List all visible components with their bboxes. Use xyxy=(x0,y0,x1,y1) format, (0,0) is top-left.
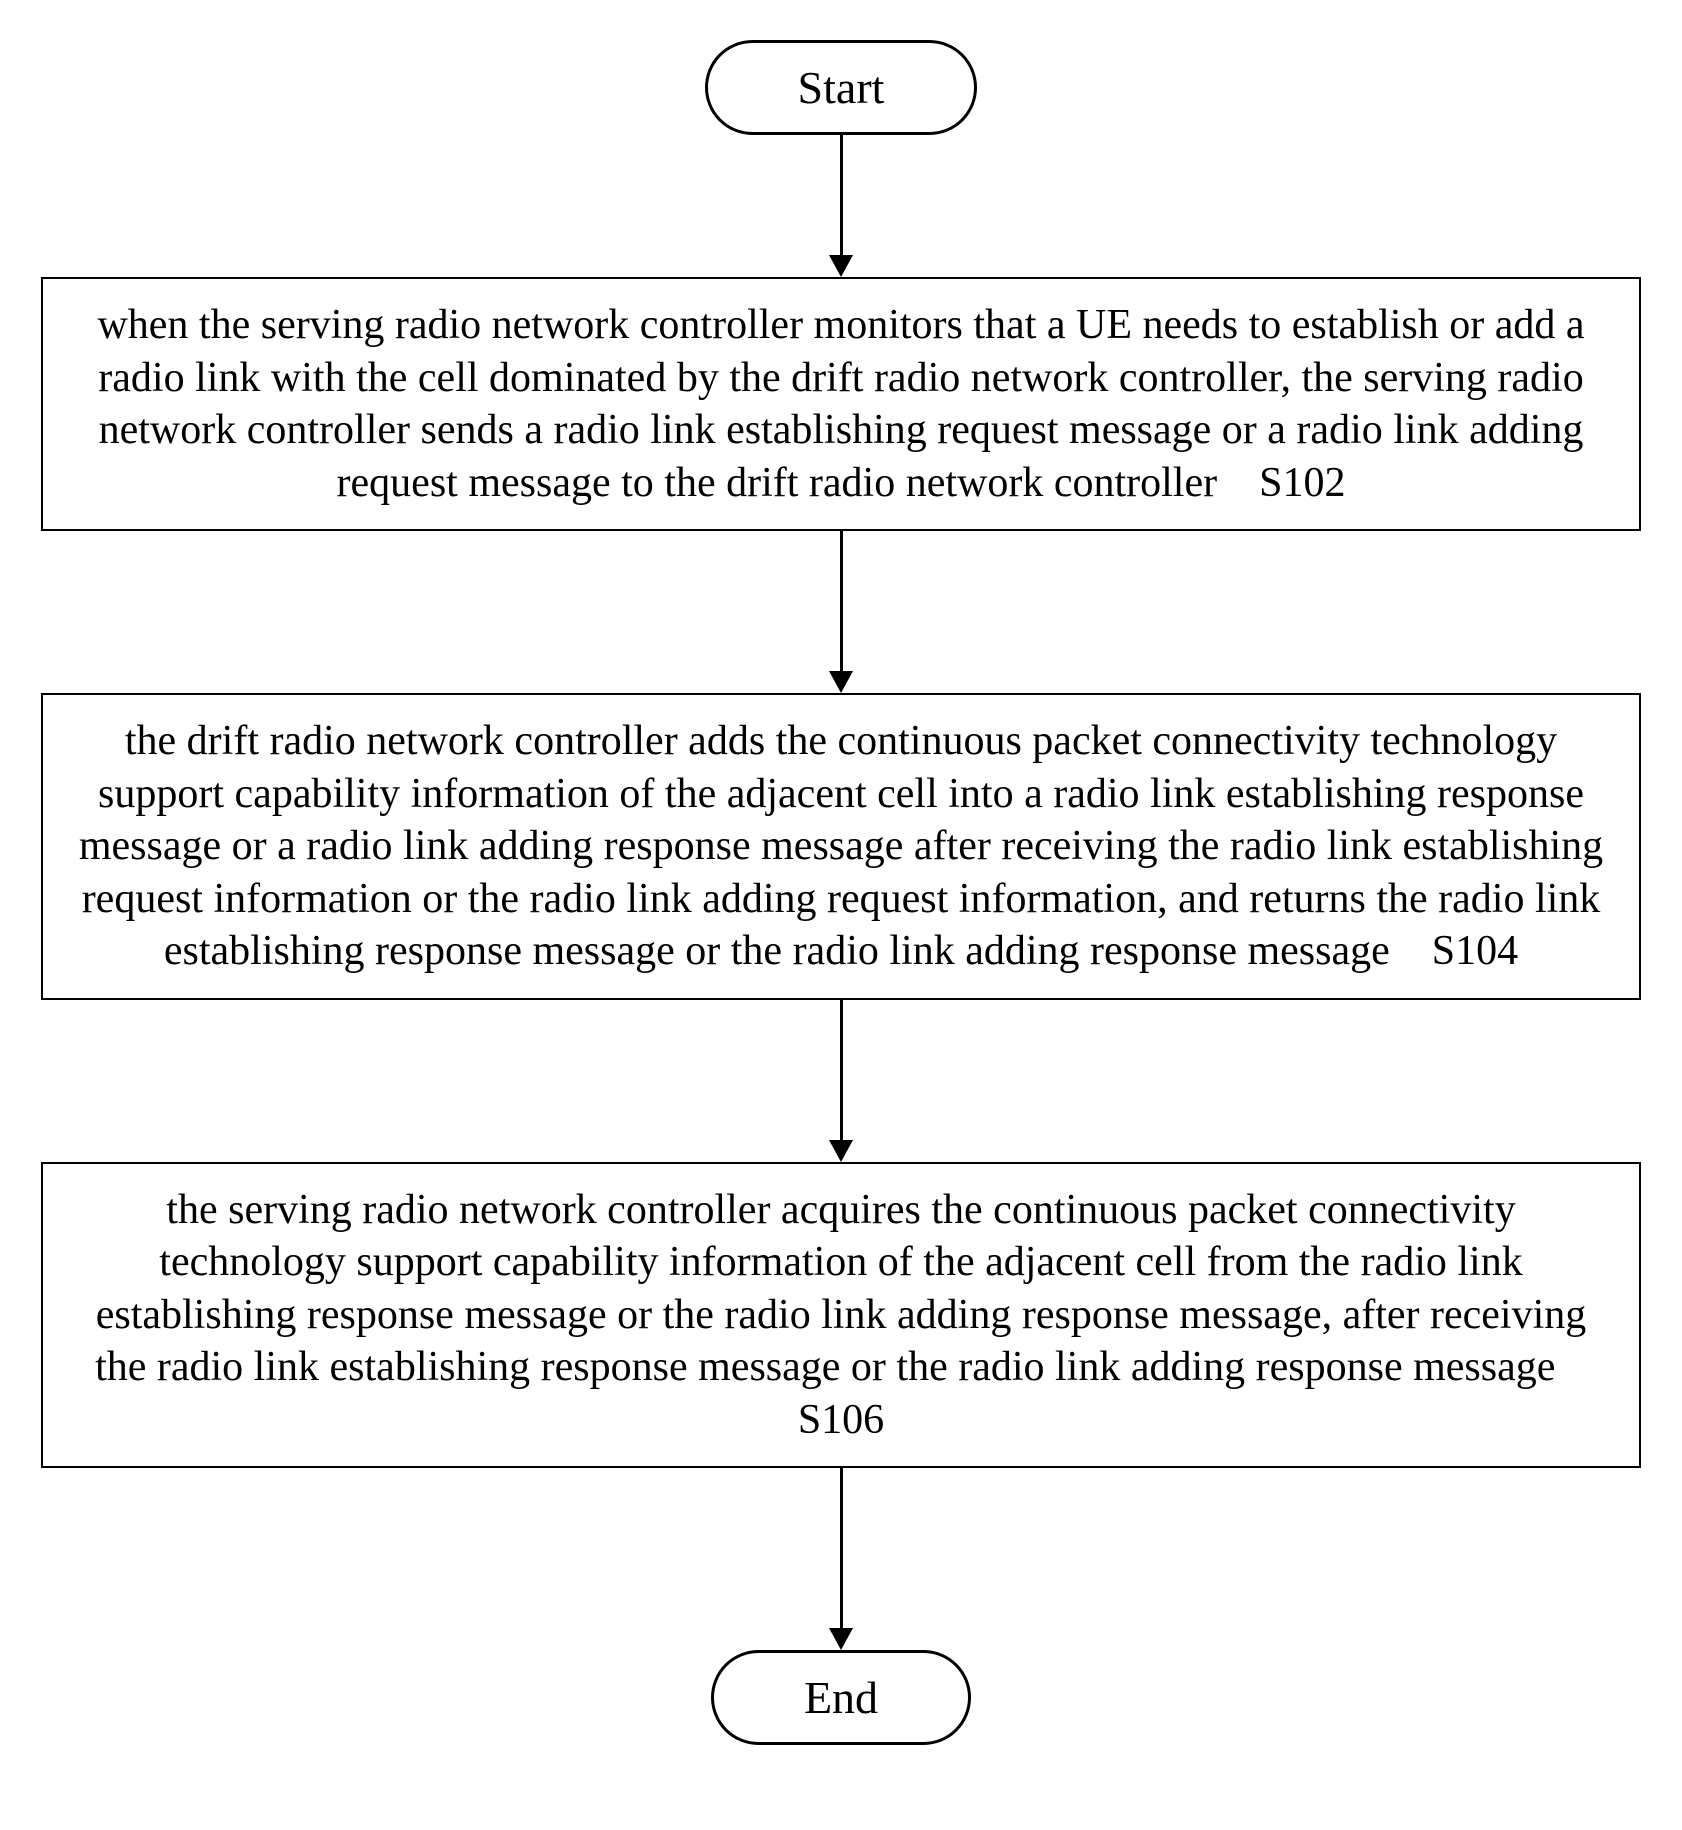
step-id-label: S104 xyxy=(1432,928,1518,974)
arrow-2 xyxy=(829,531,853,693)
arrow-line xyxy=(840,1000,843,1140)
arrow-1 xyxy=(829,135,853,277)
arrow-line xyxy=(840,531,843,671)
arrow-4 xyxy=(829,1468,853,1650)
end-label: End xyxy=(804,1672,878,1723)
arrow-head-icon xyxy=(829,1140,853,1162)
arrow-line xyxy=(840,135,843,255)
step-id-label: S102 xyxy=(1259,460,1345,506)
process-text: when the serving radio network controlle… xyxy=(97,302,1584,506)
step-id-label: S106 xyxy=(798,1397,884,1443)
process-step-s102: when the serving radio network controlle… xyxy=(41,277,1641,531)
arrow-line xyxy=(840,1468,843,1628)
arrow-head-icon xyxy=(829,1628,853,1650)
flowchart-container: Start when the serving radio network con… xyxy=(41,40,1641,1745)
process-text: the serving radio network controller acq… xyxy=(95,1187,1586,1391)
end-terminal: End xyxy=(711,1650,971,1745)
process-step-s106: the serving radio network controller acq… xyxy=(41,1162,1641,1469)
arrow-head-icon xyxy=(829,671,853,693)
arrow-head-icon xyxy=(829,255,853,277)
start-terminal: Start xyxy=(705,40,978,135)
process-text: the drift radio network controller adds … xyxy=(79,718,1603,974)
start-label: Start xyxy=(798,62,885,113)
arrow-3 xyxy=(829,1000,853,1162)
process-step-s104: the drift radio network controller adds … xyxy=(41,693,1641,1000)
